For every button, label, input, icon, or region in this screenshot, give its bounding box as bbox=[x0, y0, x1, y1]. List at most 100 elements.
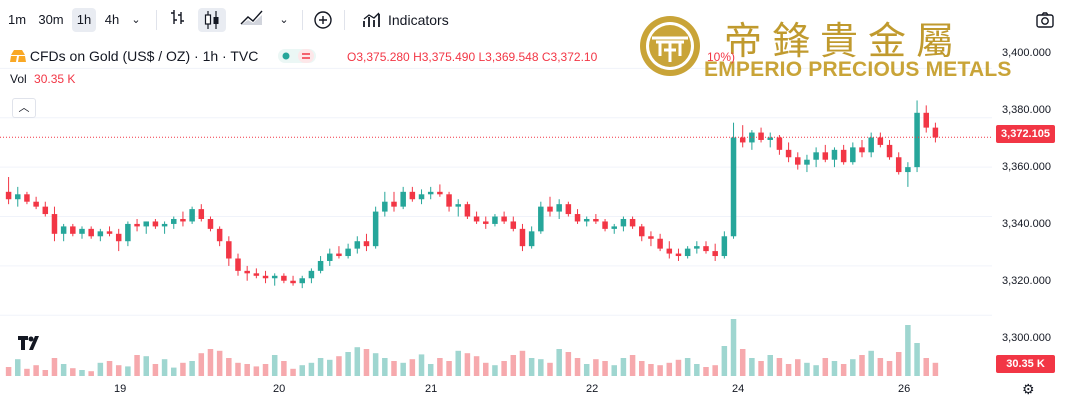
volume-bar bbox=[694, 364, 700, 376]
candle bbox=[180, 211, 186, 227]
candle bbox=[914, 100, 920, 173]
interval-4h-button[interactable]: 4h bbox=[104, 12, 120, 27]
volume-bar bbox=[749, 358, 755, 376]
bar-chart-type-icon[interactable] bbox=[166, 8, 190, 32]
indicators-button[interactable]: Indicators bbox=[388, 12, 449, 28]
volume-bar bbox=[262, 364, 269, 376]
settings-gear-icon[interactable]: ⚙ bbox=[1022, 381, 1035, 397]
candle bbox=[804, 154, 810, 173]
candle-body bbox=[666, 248, 673, 254]
interval-1h-button[interactable]: 1h bbox=[72, 8, 96, 32]
price-tick-label: 3,380.000 bbox=[1002, 104, 1051, 116]
candle bbox=[850, 142, 856, 165]
candle-body bbox=[189, 209, 195, 222]
candle-body bbox=[914, 112, 920, 168]
candle-body bbox=[813, 152, 819, 160]
candle bbox=[79, 226, 85, 239]
candle bbox=[932, 122, 939, 143]
candle-body bbox=[538, 206, 544, 232]
candle-body bbox=[391, 201, 397, 207]
candle-body bbox=[758, 132, 764, 140]
candle bbox=[739, 125, 746, 148]
candle-body bbox=[171, 218, 177, 224]
volume-bar bbox=[97, 362, 104, 376]
volume-bar bbox=[125, 366, 131, 376]
volume-bar bbox=[290, 368, 296, 376]
candle-body bbox=[464, 204, 471, 217]
camera-icon[interactable] bbox=[1035, 10, 1055, 30]
candle bbox=[189, 206, 195, 224]
symbol-title[interactable]: CFDs on Gold (US$ / OZ) · 1h · TVC bbox=[29, 48, 259, 65]
area-chart-type-icon[interactable] bbox=[238, 8, 268, 32]
ohlc-values: O3,375.280 H3,375.490 L3,369.548 C3,372.… bbox=[347, 50, 735, 64]
candle bbox=[813, 147, 819, 168]
candle bbox=[684, 246, 691, 259]
candle-body bbox=[657, 238, 663, 249]
candle-body bbox=[354, 241, 361, 249]
toolbar-divider bbox=[302, 10, 303, 30]
chevron-down-icon[interactable]: ⌄ bbox=[131, 14, 141, 26]
symbol-legend[interactable]: CFDs on Gold (US$ / OZ) · 1h · TVC bbox=[10, 48, 317, 67]
candle-body bbox=[33, 201, 39, 207]
price-tick-label: 3,340.000 bbox=[1002, 218, 1051, 230]
candle-body bbox=[79, 228, 85, 234]
candle bbox=[363, 233, 370, 252]
volume-bar bbox=[15, 359, 21, 376]
candle-body bbox=[446, 194, 452, 207]
candle bbox=[437, 184, 443, 197]
candle bbox=[382, 191, 388, 217]
volume-bar bbox=[372, 353, 379, 376]
candle bbox=[602, 218, 608, 232]
candle bbox=[106, 226, 113, 237]
volume-bar bbox=[492, 365, 498, 376]
tradingview-logo[interactable] bbox=[18, 335, 42, 356]
low-value: L3,369.548 bbox=[478, 50, 539, 64]
candle-body bbox=[721, 236, 728, 257]
candle-body bbox=[134, 223, 140, 227]
candle-body bbox=[785, 149, 792, 158]
market-status-icon[interactable] bbox=[278, 48, 317, 67]
candle bbox=[134, 218, 140, 232]
volume-bar bbox=[226, 358, 232, 376]
candle-body bbox=[583, 218, 590, 222]
volume-legend[interactable]: Vol 30.35 K bbox=[10, 72, 75, 86]
volume-bar bbox=[859, 355, 865, 376]
collapse-legend-button[interactable]: ︿ bbox=[12, 98, 36, 118]
indicators-icon[interactable] bbox=[360, 8, 384, 32]
candle-body bbox=[372, 211, 379, 247]
interval-1m-button[interactable]: 1m bbox=[7, 12, 27, 27]
candle bbox=[492, 214, 498, 227]
candle-body bbox=[235, 258, 241, 271]
price-tick-label: 3,400.000 bbox=[1002, 47, 1051, 59]
volume-bar bbox=[106, 361, 113, 376]
candle-body bbox=[244, 270, 250, 274]
compare-plus-icon[interactable] bbox=[312, 8, 334, 32]
open-value: O3,375.280 bbox=[347, 50, 410, 64]
candle-body bbox=[593, 218, 599, 222]
candle-body bbox=[262, 275, 269, 279]
volume-bar bbox=[620, 358, 627, 376]
candle-body bbox=[161, 223, 168, 227]
volume-bar bbox=[391, 361, 397, 376]
volume-bar bbox=[244, 364, 250, 376]
candle bbox=[905, 162, 911, 187]
candle bbox=[171, 216, 177, 229]
interval-30m-button[interactable]: 30m bbox=[38, 12, 64, 27]
volume-bar bbox=[712, 365, 718, 376]
candle-body bbox=[795, 157, 801, 165]
chevron-down-icon[interactable]: ⌄ bbox=[279, 14, 289, 26]
candle-body bbox=[345, 248, 351, 257]
volume-bar bbox=[767, 355, 773, 376]
candle bbox=[629, 216, 636, 229]
volume-bar bbox=[721, 346, 728, 376]
candle-body bbox=[473, 216, 480, 222]
candle-chart-type-icon[interactable] bbox=[198, 8, 226, 32]
candle bbox=[198, 204, 205, 222]
candle-body bbox=[694, 246, 700, 249]
candle bbox=[840, 144, 847, 165]
candle-body bbox=[400, 191, 406, 207]
close-value: C3,372.10 bbox=[541, 50, 598, 64]
volume-bar bbox=[648, 364, 654, 376]
volume-bar bbox=[629, 355, 636, 376]
